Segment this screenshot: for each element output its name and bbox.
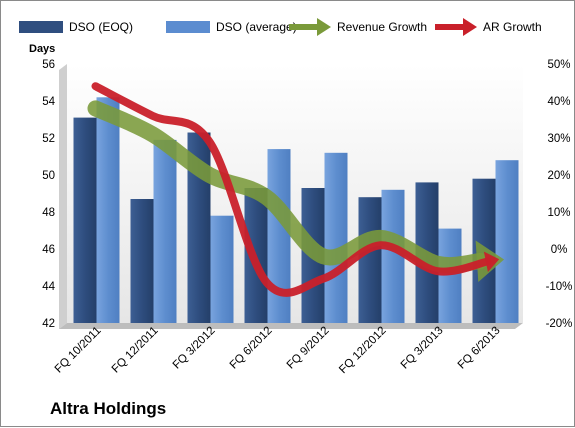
y2-tick-label: 50% [547, 59, 570, 71]
legend-label: AR Growth [483, 20, 542, 34]
y-tick-label: 50 [42, 170, 55, 182]
legend-arrowhead [463, 18, 477, 36]
ar-growth-line [91, 82, 492, 297]
legend-swatch [166, 21, 210, 33]
y2-tick-label: -10% [546, 281, 573, 293]
y-tick-label: 52 [42, 133, 55, 145]
x-tick-label: FQ 12/2011 [110, 325, 161, 376]
x-tick-label: FQ 12/2012 [337, 325, 388, 376]
bar-dso-average [153, 139, 177, 323]
x-tick-label: FQ 10/2011 [53, 325, 104, 376]
y2-tick-label: -20% [546, 318, 573, 330]
x-tick-label: FQ 6/2013 [456, 325, 503, 372]
bar-dso-eoq [130, 199, 154, 323]
y-tick-label: 48 [42, 207, 55, 219]
company-name: Altra Holdings [50, 399, 167, 418]
bar-dso-eoq [358, 197, 382, 323]
y-tick-label: 44 [42, 281, 55, 293]
x-tick-label: FQ 3/2013 [399, 325, 446, 372]
y2-tick-label: 30% [547, 133, 570, 145]
bar-dso-average [267, 149, 291, 323]
y-tick-label: 54 [42, 96, 55, 108]
bar-dso-eoq [73, 117, 97, 323]
y-tick-label: 42 [42, 318, 55, 330]
x-tick-label: FQ 3/2012 [171, 325, 218, 372]
bar-dso-average [495, 160, 519, 323]
y2-tick-label: 0% [551, 244, 568, 256]
y-tick-label: 46 [42, 244, 55, 256]
ar-growth-arrowhead [483, 251, 500, 272]
legend-label: Revenue Growth [337, 20, 427, 34]
plot-floor [59, 323, 523, 329]
legend-arrowhead [317, 18, 331, 36]
revenue-growth-line [87, 100, 489, 274]
y-tick-label: 56 [42, 59, 55, 71]
bar-dso-average [96, 97, 120, 323]
plot-side-wall [59, 64, 67, 329]
legend-swatch [19, 21, 63, 33]
x-tick-label: FQ 6/2012 [228, 325, 275, 372]
bar-dso-average [381, 189, 405, 323]
bar-dso-average [210, 215, 234, 323]
legend-label: DSO (average) [216, 20, 297, 34]
bar-dso-average [324, 152, 348, 323]
y2-tick-label: 20% [547, 170, 570, 182]
x-tick-label: FQ 9/2012 [285, 325, 332, 372]
legend-label: DSO (EOQ) [69, 20, 133, 34]
bar-dso-average [438, 228, 462, 323]
y2-tick-label: 40% [547, 96, 570, 108]
y-axis-title: Days [29, 43, 55, 55]
y2-tick-label: 10% [547, 207, 570, 219]
